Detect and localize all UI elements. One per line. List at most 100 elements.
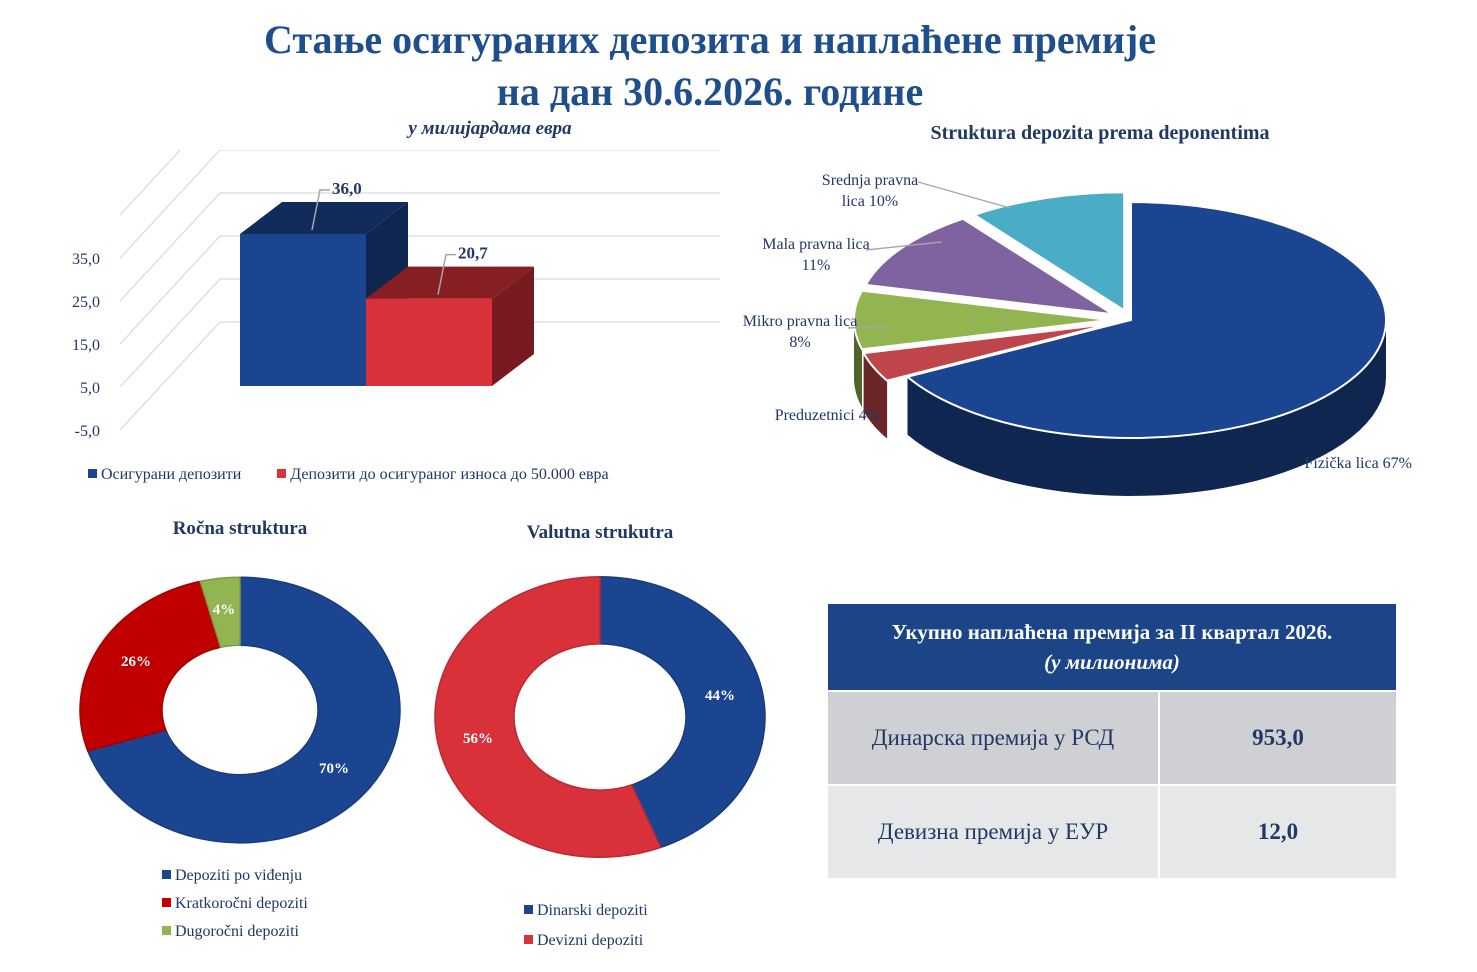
donut-slice bbox=[434, 575, 662, 858]
bar-chart-legend: Осигурани депозити Депозити до осигурано… bbox=[88, 466, 609, 484]
pie-leader-line bbox=[917, 181, 1011, 209]
premium-table: Укупно наплаћена премија за II квартал 2… bbox=[826, 602, 1398, 880]
bar bbox=[240, 234, 366, 386]
donut-slice-label: 26% bbox=[121, 654, 151, 670]
y-tick-label: 15,0 bbox=[72, 337, 100, 354]
pie-chart-slices bbox=[853, 191, 1387, 439]
donut-chart-currency: 44% 56% bbox=[434, 575, 766, 858]
donut2-title: Valutna strukutra bbox=[526, 522, 674, 543]
donut1-legend: Depoziti po viđenju Kratkoročni depoziti… bbox=[162, 862, 308, 946]
legend-swatch bbox=[524, 935, 533, 944]
pie-label: 11% bbox=[802, 257, 831, 274]
table-header: Укупно наплаћена премија за II квартал 2… bbox=[826, 602, 1398, 692]
pie-slice bbox=[853, 289, 1110, 351]
legend-label: Depoziti po viđenju bbox=[175, 867, 303, 884]
page-title: Стање осигураних депозита и наплаћене пр… bbox=[0, 14, 1420, 118]
legend-swatch bbox=[524, 905, 533, 914]
table-header-title: Укупно наплаћена премија за II квартал 2… bbox=[891, 620, 1333, 644]
table-header-unit: (у милионима) bbox=[1044, 650, 1180, 674]
pie-slice-side bbox=[854, 320, 862, 408]
pie-slice bbox=[971, 191, 1126, 313]
legend-item-sight-deposits: Depoziti po viđenju bbox=[162, 862, 308, 890]
gridline bbox=[119, 278, 720, 388]
pie-label: Srednja pravna bbox=[822, 172, 918, 189]
pie-label: 8% bbox=[789, 334, 810, 351]
legend-label: Devizni depoziti bbox=[537, 932, 644, 949]
page-title-line1: Стање осигураних депозита и наплаћене пр… bbox=[264, 17, 1156, 62]
pie-label: Preduzetnici 4% bbox=[775, 407, 880, 424]
data-label-leader bbox=[311, 189, 330, 231]
donut-slice-label: 4% bbox=[213, 602, 236, 618]
gridline bbox=[119, 150, 720, 259]
donut-slice bbox=[79, 580, 222, 752]
donut-slice-label: 56% bbox=[463, 731, 493, 747]
page-title-line2: на дан 30.6.2026. године bbox=[496, 69, 924, 114]
pie-slice bbox=[905, 200, 1387, 439]
pie-slice-side bbox=[863, 353, 888, 439]
donut-slice bbox=[599, 575, 766, 849]
legend-label: Депозити до осигураног износа до 50.000 … bbox=[290, 466, 609, 483]
pie-chart-title: Struktura depozita prema deponentima bbox=[930, 122, 1270, 144]
table-cell-label: Динарска премија у РСД bbox=[826, 690, 1160, 786]
pie-label: Mikro pravna lica bbox=[743, 313, 858, 330]
pie-slice-side bbox=[907, 320, 1386, 496]
legend-swatch bbox=[162, 898, 171, 907]
pie-chart-sides bbox=[854, 320, 1386, 496]
legend-label: Dinarski depoziti bbox=[537, 902, 648, 919]
bar-chart-grid bbox=[119, 150, 720, 431]
pie-label: Fizička lica 67% bbox=[1304, 455, 1412, 472]
pie-leader-line bbox=[847, 325, 889, 329]
y-tick-label: 5,0 bbox=[80, 380, 100, 397]
pie-chart-leaders bbox=[847, 181, 1011, 329]
bar-top bbox=[366, 266, 534, 299]
table-cell-value: 953,0 bbox=[1158, 690, 1398, 786]
bar-top bbox=[240, 202, 408, 234]
legend-swatch bbox=[277, 469, 287, 478]
donut2-slices: 44% 56% bbox=[434, 575, 766, 858]
data-label: 36,0 bbox=[332, 179, 362, 198]
donut-slice-label: 70% bbox=[319, 761, 349, 777]
table-cell-value: 12,0 bbox=[1158, 784, 1398, 880]
donut1-slices: 70% 26% 4% bbox=[79, 576, 401, 844]
donut2-legend: Dinarski depoziti Devizni depoziti bbox=[524, 896, 648, 956]
pie-chart: Fizička lica 67% Preduzetnici 4% Mikro pra… bbox=[743, 172, 1412, 496]
legend-swatch bbox=[88, 469, 97, 478]
legend-label: Осигурани депозити bbox=[101, 466, 242, 483]
pie-chart-labels: Fizička lica 67% Preduzetnici 4% Mikro pra… bbox=[743, 172, 1412, 472]
bar-chart-y-axis: 35,0 25,0 15,0 5,0 -5,0 bbox=[72, 251, 100, 440]
y-tick-label: -5,0 bbox=[75, 423, 100, 440]
gridline bbox=[119, 192, 720, 302]
pie-slice bbox=[864, 217, 1114, 316]
legend-swatch bbox=[162, 870, 171, 879]
donut-slice bbox=[86, 576, 401, 844]
pie-label: lica 10% bbox=[842, 193, 898, 210]
table-header-row: Укупно наплаћена премија за II квартал 2… bbox=[826, 602, 1398, 692]
legend-item-deposits-up-to-insured: Депозити до осигураног износа до 50.000 … bbox=[277, 466, 609, 483]
legend-swatch bbox=[162, 926, 171, 935]
bar-side bbox=[492, 266, 534, 386]
pie-slice bbox=[862, 322, 1111, 382]
y-tick-label: 25,0 bbox=[72, 294, 100, 311]
legend-item-insured-deposits: Осигурани депозити bbox=[88, 466, 241, 483]
bar-chart-subtitle: у милијардама евра bbox=[408, 118, 572, 139]
table-row: Динарска премија у РСД 953,0 bbox=[826, 690, 1398, 786]
legend-label: Kratkoročni depoziti bbox=[175, 895, 308, 912]
y-tick-label: 35,0 bbox=[72, 251, 100, 268]
legend-label: Dugoročni depoziti bbox=[175, 923, 299, 940]
data-label-leader bbox=[437, 253, 456, 295]
bar bbox=[366, 298, 492, 386]
bar-chart-data-labels: 36,0 20,7 bbox=[311, 179, 488, 295]
legend-item-dinar-deposits: Dinarski depoziti bbox=[524, 896, 648, 926]
gridline bbox=[119, 150, 182, 216]
table-cell-label: Девизна премија у ЕУР bbox=[826, 784, 1160, 880]
legend-item-long-term-deposits: Dugoročni depoziti bbox=[162, 918, 308, 946]
legend-item-foreign-currency-deposits: Devizni depoziti bbox=[524, 926, 648, 956]
legend-item-short-term-deposits: Kratkoročni depoziti bbox=[162, 890, 308, 918]
pie-label: Mala pravna lica bbox=[762, 236, 870, 253]
data-label: 20,7 bbox=[458, 244, 488, 263]
pie-leader-line bbox=[865, 241, 943, 251]
donut-slice bbox=[199, 576, 241, 649]
gridline bbox=[119, 321, 720, 431]
table-row: Девизна премија у ЕУР 12,0 bbox=[826, 784, 1398, 880]
gridline bbox=[119, 235, 720, 345]
